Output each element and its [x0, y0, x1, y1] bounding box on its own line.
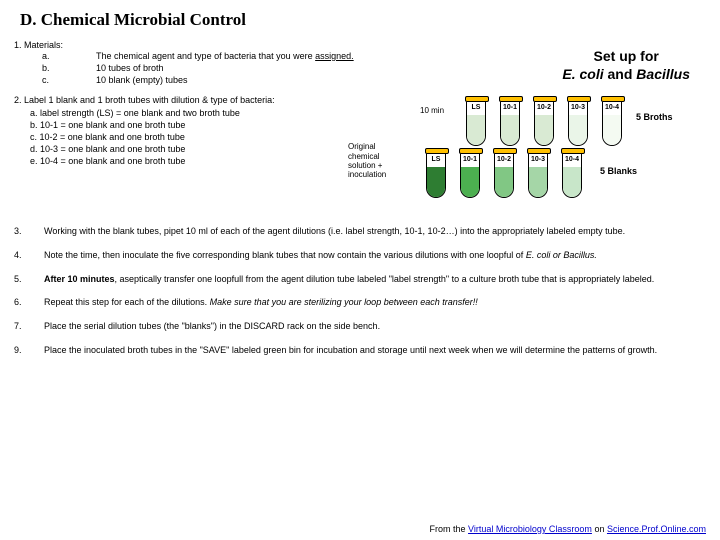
mat-a-under: assigned. — [315, 51, 354, 61]
broth-tube: 10-1 — [500, 102, 520, 146]
tubes-diagram: 10 min Original chemical solution + inoc… — [348, 94, 688, 204]
step2-d: d. 10-3 = one blank and one broth tube — [30, 143, 344, 155]
setup-l2: E. coli and Bacillus — [562, 66, 690, 84]
setup-bacillus: Bacillus — [636, 66, 690, 82]
setup-note: Set up for E. coli and Bacillus — [562, 48, 690, 83]
step-4-it: E. coli or Bacillus. — [526, 250, 597, 260]
step2-text: 2. Label 1 blank and 1 broth tubes with … — [14, 94, 344, 167]
broth-tube: LS — [466, 102, 486, 146]
footer: From the Virtual Microbiology Classroom … — [430, 524, 706, 534]
footer-pre: From the — [430, 524, 469, 534]
mat-c: 10 blank (empty) tubes — [96, 75, 188, 85]
step-3: 3.Working with the blank tubes, pipet 10… — [14, 226, 706, 238]
step-4-txt: Note the time, then inoculate the five c… — [44, 250, 526, 260]
setup-ecoli: E. coli — [562, 66, 603, 82]
orig-label: Original chemical solution + inoculation — [348, 142, 408, 179]
step-7-body: Place the serial dilution tubes (the "bl… — [44, 321, 706, 333]
mat-b: 10 tubes of broth — [96, 63, 164, 73]
step-6: 6.Repeat this step for each of the dilut… — [14, 297, 706, 309]
step-3-body: Working with the blank tubes, pipet 10 m… — [44, 226, 706, 238]
footer-link-2[interactable]: Science.Prof.Online.com — [607, 524, 706, 534]
broth-tube: 10-2 — [534, 102, 554, 146]
page-title: D. Chemical Microbial Control — [20, 10, 706, 30]
step2-c: c. 10-2 = one blank and one broth tube — [30, 131, 344, 143]
step2-a: a. label strength (LS) = one blank and t… — [30, 107, 344, 119]
mat-a: The chemical agent and type of bacteria … — [96, 51, 315, 61]
step-9-body: Place the inoculated broth tubes in the … — [44, 345, 706, 357]
footer-mid: on — [592, 524, 607, 534]
blank-tube: 10-4 — [562, 154, 582, 198]
step-6-it: Make sure that you are sterilizing your … — [210, 297, 478, 307]
step-5: 5.After 10 minutes, aseptically transfer… — [14, 274, 706, 286]
blank-tube: 10-2 — [494, 154, 514, 198]
broth-tube: 10-4 — [602, 102, 622, 146]
step-5-rest: , aseptically transfer one loopfull from… — [115, 274, 655, 284]
step-7: 7.Place the serial dilution tubes (the "… — [14, 321, 706, 333]
blank-tube: 10-1 — [460, 154, 480, 198]
five-blanks-label: 5 Blanks — [600, 166, 637, 176]
ten-min-label: 10 min — [420, 106, 444, 115]
blank-tube: LS — [426, 154, 446, 198]
broth-tube: 10-3 — [568, 102, 588, 146]
step-9: 9.Place the inoculated broth tubes in th… — [14, 345, 706, 357]
step2-e: e. 10-4 = one blank and one broth tube — [30, 155, 344, 167]
step-5-bold: After 10 minutes — [44, 274, 115, 284]
setup-l1: Set up for — [562, 48, 690, 66]
blank-tube: 10-3 — [528, 154, 548, 198]
step-5-body: After 10 minutes, aseptically transfer o… — [44, 274, 706, 286]
step-6-txt: Repeat this step for each of the dilutio… — [44, 297, 210, 307]
step-4-body: Note the time, then inoculate the five c… — [44, 250, 706, 262]
five-broths-label: 5 Broths — [636, 112, 673, 122]
step-6-body: Repeat this step for each of the dilutio… — [44, 297, 706, 309]
setup-and: and — [604, 66, 637, 82]
footer-link-1[interactable]: Virtual Microbiology Classroom — [468, 524, 592, 534]
step2-lead: 2. Label 1 blank and 1 broth tubes with … — [14, 94, 344, 106]
step2-row: 2. Label 1 blank and 1 broth tubes with … — [14, 94, 706, 204]
step2-b: b. 10-1 = one blank and one broth tube — [30, 119, 344, 131]
steps-list: 3.Working with the blank tubes, pipet 10… — [14, 226, 706, 356]
step-4: 4.Note the time, then inoculate the five… — [14, 250, 706, 262]
